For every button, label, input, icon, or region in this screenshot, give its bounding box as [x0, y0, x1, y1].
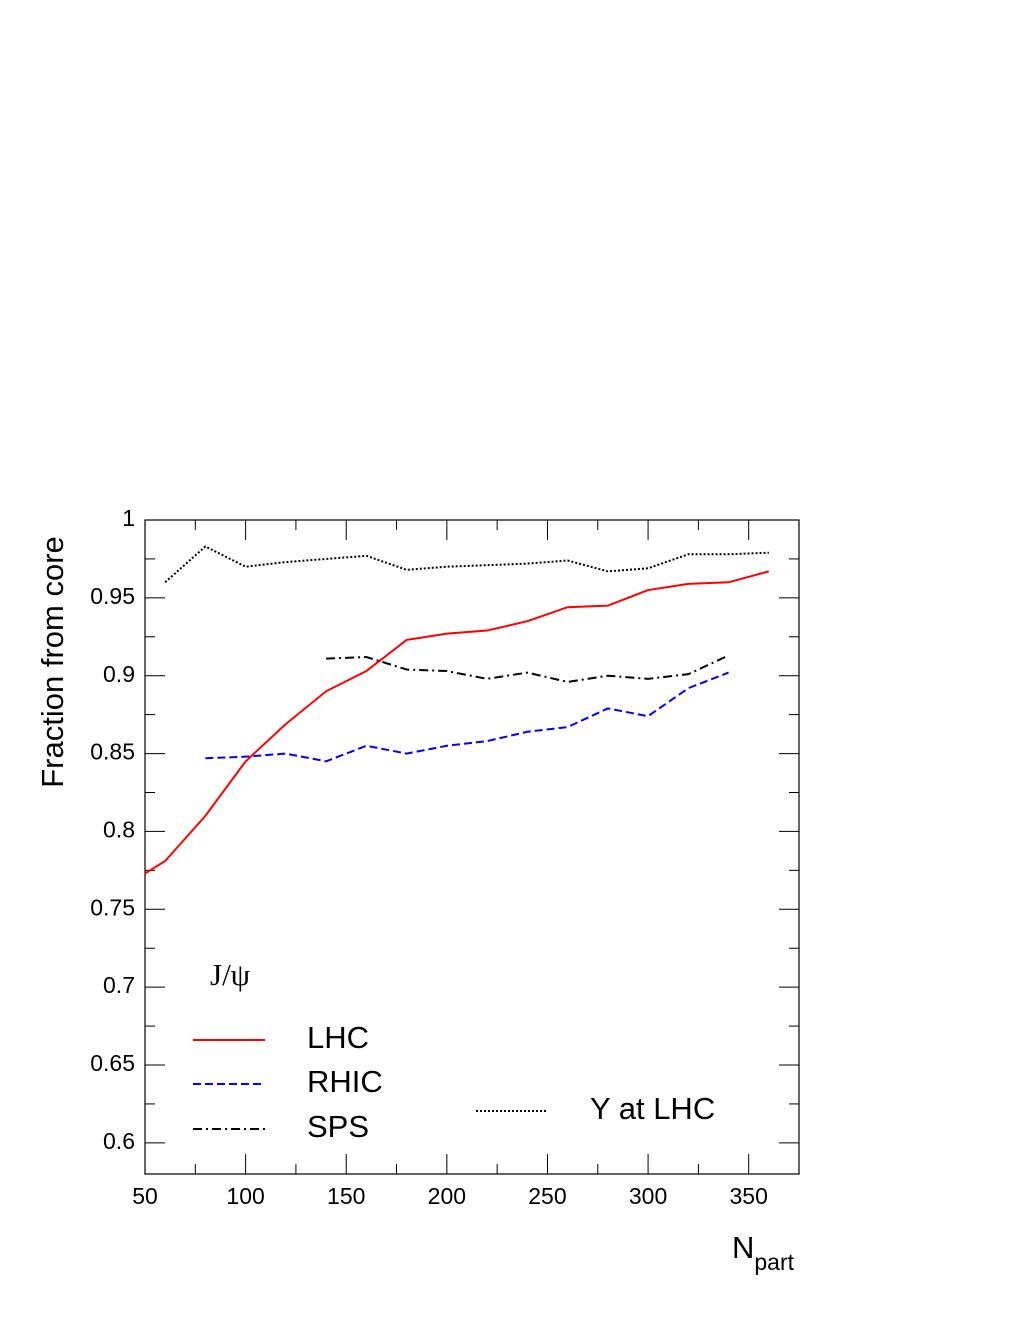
legend-label: LHC — [307, 1020, 369, 1055]
y-tick-label: 0.6 — [103, 1128, 135, 1154]
y-tick-label: 0.7 — [103, 972, 135, 998]
plot-frame — [144, 519, 800, 1175]
x-tick-label: 100 — [226, 1183, 264, 1209]
y-axis-label: Fraction from core — [35, 536, 70, 788]
legend-label: RHIC — [307, 1064, 383, 1099]
legend-label: SPS — [307, 1109, 369, 1144]
series-line — [164, 545, 769, 584]
series-line — [205, 671, 729, 763]
x-tick-label: 350 — [730, 1183, 768, 1209]
x-tick-label: 150 — [327, 1183, 365, 1209]
y-tick-label: 0.65 — [90, 1050, 135, 1076]
x-tick-label: 250 — [528, 1183, 566, 1209]
y-tick-label: 0.8 — [103, 817, 135, 843]
legend-title: J/ψ — [210, 957, 251, 992]
y-tick-label: 1 — [122, 505, 135, 531]
y-tick-label: 0.95 — [90, 583, 135, 609]
x-tick-label: 300 — [629, 1183, 667, 1209]
y-tick-label: 0.85 — [90, 739, 135, 765]
y-tick-label: 0.75 — [90, 894, 135, 920]
x-axis-label-main: N — [732, 1230, 754, 1265]
x-axis-label-sub: part — [754, 1249, 794, 1275]
series-line — [144, 570, 770, 875]
series-line — [326, 654, 729, 683]
legend-label: Υ at LHC — [590, 1091, 715, 1126]
x-tick-label: 50 — [132, 1183, 158, 1209]
x-tick-label: 200 — [428, 1183, 466, 1209]
y-tick-label: 0.9 — [103, 661, 135, 687]
x-axis-label: Npart — [732, 1230, 795, 1275]
